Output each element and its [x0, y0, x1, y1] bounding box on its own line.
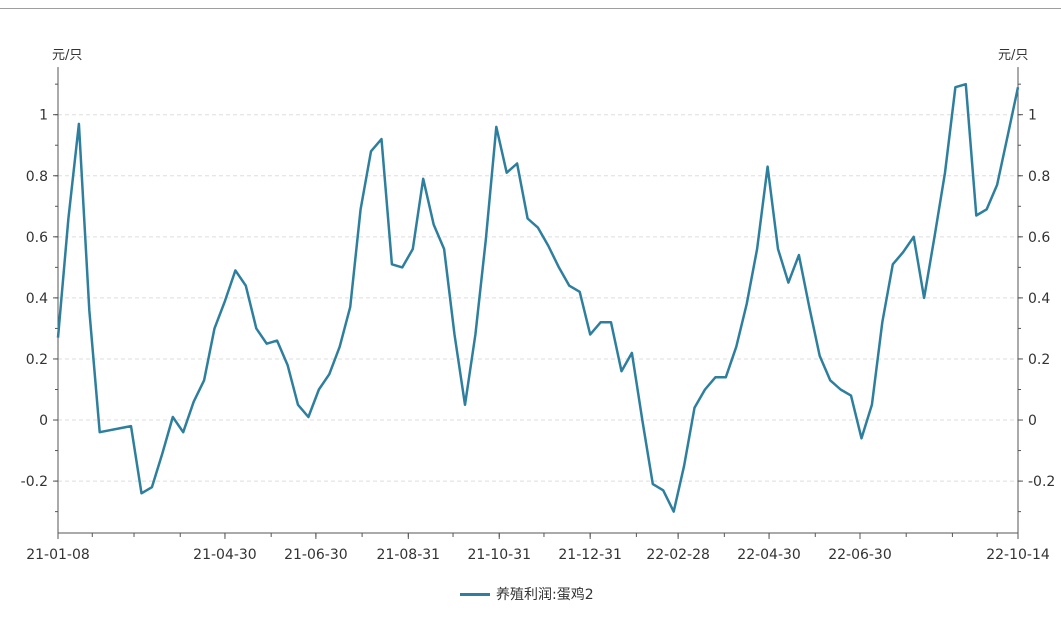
- y-tick-label-right: 0.8: [1028, 169, 1050, 185]
- y-tick-label-right: 0.4: [1028, 291, 1050, 307]
- legend-swatch: [460, 592, 490, 596]
- y-tick-label-left: -0.2: [21, 474, 48, 490]
- y-tick-label-left: 1: [39, 108, 48, 124]
- y-axis-left-unit: 元/只: [52, 48, 83, 63]
- x-tick-label: 22-06-30: [828, 547, 892, 563]
- y-tick-label-left: 0: [39, 413, 48, 429]
- x-tick-label: 21-04-30: [193, 547, 257, 563]
- y-tick-label-right: -0.2: [1028, 474, 1055, 490]
- x-tick-label: 22-04-30: [737, 547, 801, 563]
- x-tick-label: 22-10-14: [986, 547, 1050, 563]
- y-tick-label-left: 0.4: [26, 291, 48, 307]
- x-tick-label: 22-02-28: [646, 547, 710, 563]
- x-tick-label: 21-06-30: [284, 547, 348, 563]
- y-tick-label-left: 0.2: [26, 352, 48, 368]
- series-line: [56, 82, 1020, 513]
- y-tick-label-right: 0: [1028, 413, 1037, 429]
- chart-legend[interactable]: 养殖利润:蛋鸡2: [460, 584, 594, 604]
- y-tick-label-left: 0.6: [26, 230, 48, 246]
- y-axis-right-unit: 元/只: [998, 48, 1029, 63]
- y-tick-label-left: 0.8: [26, 169, 48, 185]
- y-tick-label-right: 0.2: [1028, 352, 1050, 368]
- x-tick-label: 21-08-31: [377, 547, 441, 563]
- x-tick-label: 21-12-31: [558, 547, 622, 563]
- y-tick-label-right: 0.6: [1028, 230, 1050, 246]
- x-tick-label: 21-01-08: [26, 547, 90, 563]
- legend-label: 养殖利润:蛋鸡2: [496, 587, 594, 603]
- y-tick-label-right: 1: [1028, 108, 1037, 124]
- top-divider: [0, 8, 1061, 9]
- x-tick-label: 21-10-31: [467, 547, 531, 563]
